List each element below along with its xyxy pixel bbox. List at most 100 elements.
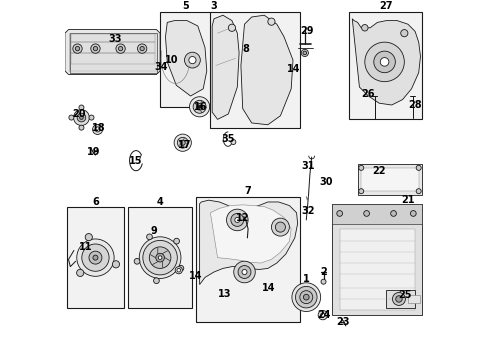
Text: 22: 22 [372,166,385,176]
Bar [348,12,422,120]
Text: 25: 25 [398,291,411,300]
Bar [160,12,212,107]
Text: 8: 8 [243,44,249,54]
Circle shape [233,261,255,283]
Circle shape [175,267,182,274]
Text: 11: 11 [79,242,92,252]
Circle shape [193,100,205,113]
Polygon shape [199,200,297,284]
Circle shape [80,116,83,120]
Circle shape [134,258,140,264]
Circle shape [149,247,170,269]
Text: 29: 29 [300,26,313,36]
Text: 13: 13 [218,289,231,298]
Circle shape [77,269,83,276]
Circle shape [93,46,98,51]
Circle shape [112,261,119,268]
Bar [71,34,155,42]
Circle shape [364,42,404,82]
Circle shape [320,313,325,317]
Circle shape [189,97,209,117]
Circle shape [142,240,177,275]
Circle shape [91,44,100,53]
Circle shape [196,104,203,110]
Circle shape [390,211,396,216]
Circle shape [77,113,85,122]
Text: 19: 19 [87,147,100,157]
Circle shape [73,44,82,53]
Circle shape [184,52,200,68]
Text: 30: 30 [319,177,332,187]
Circle shape [299,291,312,303]
Circle shape [85,234,92,241]
Circle shape [271,218,289,236]
Circle shape [180,140,185,145]
Circle shape [238,266,250,279]
Polygon shape [210,205,290,263]
Circle shape [156,253,164,262]
Circle shape [73,110,89,126]
Text: 21: 21 [400,195,414,205]
Text: 1: 1 [302,274,309,284]
Text: 17: 17 [178,140,191,149]
Circle shape [318,310,327,320]
Bar [127,207,192,308]
Circle shape [177,137,188,148]
Circle shape [234,217,239,222]
Circle shape [336,211,342,216]
Circle shape [153,278,159,284]
Circle shape [415,189,420,194]
Circle shape [79,105,84,110]
Bar [66,207,124,308]
Circle shape [75,46,80,51]
Text: 7: 7 [244,186,250,196]
Text: 14: 14 [262,283,275,293]
Circle shape [392,292,405,305]
Text: 16: 16 [194,102,207,112]
Circle shape [118,46,122,51]
Bar [196,197,300,322]
Circle shape [188,57,196,64]
Bar [407,294,419,303]
Circle shape [291,283,320,311]
Circle shape [140,46,144,51]
Circle shape [303,294,308,300]
Circle shape [116,44,125,53]
Circle shape [358,189,363,194]
Text: 10: 10 [164,55,178,65]
Polygon shape [212,15,239,120]
Circle shape [89,115,94,120]
Bar [71,42,155,53]
Text: 6: 6 [92,197,99,207]
Circle shape [415,165,420,170]
Text: 28: 28 [407,100,421,110]
Text: 31: 31 [301,161,315,171]
Circle shape [177,269,180,272]
Circle shape [380,58,388,66]
Circle shape [267,18,274,25]
Polygon shape [65,30,160,75]
Text: 34: 34 [154,62,167,72]
Text: 27: 27 [379,1,392,11]
Bar [361,168,418,191]
Circle shape [158,256,162,260]
Text: 33: 33 [108,33,122,44]
Text: 18: 18 [91,123,105,133]
Bar [71,53,155,64]
Text: 24: 24 [316,310,329,320]
Circle shape [137,44,146,53]
Circle shape [395,296,401,302]
Circle shape [275,222,285,232]
Text: 3: 3 [210,1,217,11]
Circle shape [303,51,306,55]
Circle shape [228,24,235,31]
Circle shape [89,251,102,264]
Circle shape [226,209,247,231]
Polygon shape [241,15,292,125]
Circle shape [92,125,102,134]
Circle shape [242,270,246,275]
Text: 15: 15 [129,156,142,166]
Bar [386,290,414,308]
Bar [357,164,422,195]
Circle shape [198,105,201,108]
